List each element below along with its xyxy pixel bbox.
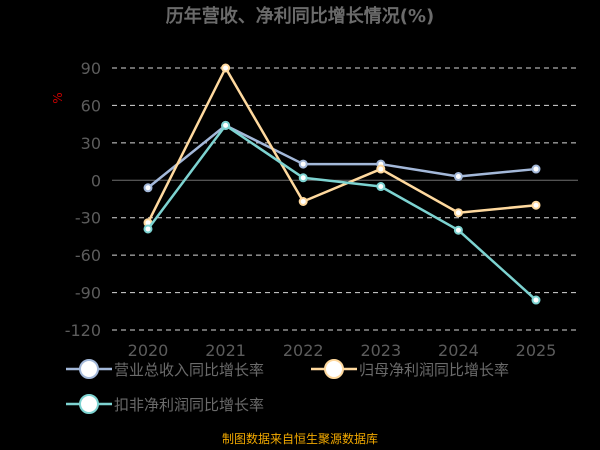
legend-item: 归母净利润同比增长率 xyxy=(311,359,509,379)
series-line xyxy=(146,124,537,301)
legend-item: 营业总收入同比增长率 xyxy=(66,359,264,379)
grid-lines xyxy=(112,67,578,331)
series-line xyxy=(146,66,537,224)
chart-title: 历年营收、净利同比增长情况(%) xyxy=(166,5,435,27)
y-tick-label: -60 xyxy=(75,246,101,265)
data-point xyxy=(453,172,463,182)
y-axis-unit: % xyxy=(51,92,65,103)
x-tick-labels: 2020 2021 2022 2023 2024 2025 xyxy=(128,341,557,360)
data-point xyxy=(376,182,386,192)
x-tick-label: 2021 xyxy=(205,341,246,360)
series-line xyxy=(147,124,537,189)
y-tick-label: 0 xyxy=(91,171,101,190)
y-tick-label: 60 xyxy=(81,96,101,115)
x-tick-label: 2025 xyxy=(516,341,557,360)
legend-marker xyxy=(324,359,344,379)
series-group xyxy=(143,63,541,305)
legend-label: 扣非净利润同比增长率 xyxy=(114,396,264,414)
x-tick-label: 2024 xyxy=(438,341,479,360)
series-3 xyxy=(143,120,541,305)
y-tick-label: -90 xyxy=(75,284,101,303)
source-note: 制图数据来自恒生聚源数据库 xyxy=(222,431,378,446)
data-point xyxy=(221,63,231,73)
legend-item: 扣非净利润同比增长率 xyxy=(66,394,264,414)
legend-label: 归母净利润同比增长率 xyxy=(359,361,509,379)
legend-marker xyxy=(79,359,99,379)
x-tick-label: 2020 xyxy=(128,341,169,360)
data-point xyxy=(531,164,541,174)
x-tick-label: 2023 xyxy=(360,341,401,360)
y-tick-label: -120 xyxy=(65,321,101,340)
y-tick-label: -30 xyxy=(75,209,101,228)
data-point xyxy=(298,159,308,169)
legend-label: 营业总收入同比增长率 xyxy=(114,361,264,379)
data-point xyxy=(143,183,153,193)
data-point xyxy=(143,224,153,234)
data-point xyxy=(453,208,463,218)
data-point xyxy=(531,200,541,210)
data-point xyxy=(531,295,541,305)
series-2 xyxy=(143,63,541,228)
series-1 xyxy=(143,120,541,193)
data-point xyxy=(453,225,463,235)
y-tick-label: 30 xyxy=(81,134,101,153)
data-point xyxy=(221,120,231,130)
data-point xyxy=(298,173,308,183)
legend-marker xyxy=(79,394,99,414)
data-point xyxy=(298,196,308,206)
x-tick-label: 2022 xyxy=(283,341,324,360)
y-tick-labels: 90 60 30 0 -30 -60 -90 -120 xyxy=(65,59,101,340)
y-tick-label: 90 xyxy=(81,59,101,78)
data-point xyxy=(376,164,386,174)
